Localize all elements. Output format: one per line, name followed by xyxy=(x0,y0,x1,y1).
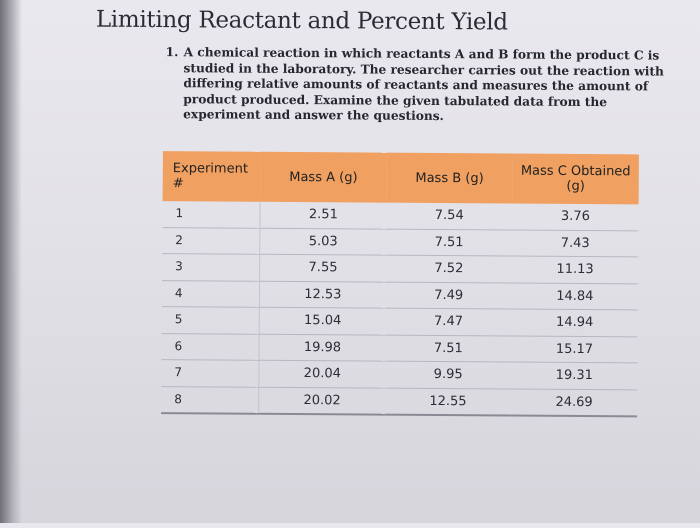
header-mass-a: Mass A (g) xyxy=(260,151,387,203)
cell-mass-a: 12.53 xyxy=(259,280,386,309)
cell-mass-a: 20.02 xyxy=(258,386,386,415)
experiment-number: 1 xyxy=(175,206,184,221)
table-row: 1 2.51 7.54 3.76 xyxy=(162,201,639,231)
experiment-number: 6 xyxy=(174,338,183,353)
cell-mass-b: 7.51 xyxy=(385,228,513,257)
cell-mass-a: 5.03 xyxy=(259,227,387,256)
table-header-row: Experiment # Mass A (g) Mass B (g) Mass … xyxy=(162,151,639,205)
cell-mass-c: 14.94 xyxy=(511,309,638,337)
experiment-number: 2 xyxy=(175,232,184,247)
cell-mass-b: 9.95 xyxy=(385,361,512,389)
cell-mass-a: 15.04 xyxy=(259,307,386,335)
cell-mass-a: 19.98 xyxy=(259,333,386,362)
data-table: Experiment # Mass A (g) Mass B (g) Mass … xyxy=(161,151,639,417)
table-row: 5 15.04 7.47 14.94 xyxy=(161,306,638,337)
page-edge-shadow xyxy=(0,0,22,523)
cell-mass-c: 14.84 xyxy=(511,282,639,310)
cell-mass-c: 15.17 xyxy=(511,335,638,363)
experiment-number: 4 xyxy=(174,285,183,300)
header-mass-c: Mass C Obtained (g) xyxy=(512,153,639,205)
table-row: 7 20.04 9.95 19.31 xyxy=(161,359,638,390)
header-experiment: Experiment # xyxy=(162,151,261,202)
cell-experiment: 6 xyxy=(161,333,260,361)
cell-mass-a: 20.04 xyxy=(258,360,386,388)
cell-mass-c: 11.13 xyxy=(511,256,639,284)
cell-experiment: 8 xyxy=(161,386,259,414)
experiment-number: 8 xyxy=(174,391,182,406)
cell-mass-b: 7.54 xyxy=(386,202,513,230)
cell-mass-b: 7.52 xyxy=(385,255,513,283)
page-title: Limiting Reactant and Percent Yield xyxy=(95,6,508,36)
cell-experiment: 1 xyxy=(162,201,261,228)
table-row: 4 12.53 7.49 14.84 xyxy=(161,280,639,310)
cell-mass-b: 7.49 xyxy=(385,281,512,310)
cell-experiment: 4 xyxy=(161,280,260,308)
cell-mass-a: 2.51 xyxy=(260,201,387,229)
worksheet-page: Limiting Reactant and Percent Yield 1. A… xyxy=(6,0,700,528)
experiment-number: 5 xyxy=(174,312,183,327)
experiment-number: 3 xyxy=(175,259,183,274)
cell-mass-c: 24.69 xyxy=(510,388,638,417)
cell-experiment: 3 xyxy=(162,253,260,281)
cell-mass-b: 12.55 xyxy=(384,387,512,416)
cell-mass-c: 3.76 xyxy=(512,203,639,231)
cell-mass-b: 7.51 xyxy=(385,334,512,363)
cell-mass-a: 7.55 xyxy=(259,254,386,282)
cell-mass-c: 19.31 xyxy=(511,362,638,390)
cell-mass-b: 7.47 xyxy=(385,308,512,336)
cell-experiment: 7 xyxy=(161,359,260,387)
cell-experiment: 2 xyxy=(162,227,261,255)
question-text: A chemical reaction in which reactants A… xyxy=(183,45,664,124)
table-row: 8 20.02 12.55 24.69 xyxy=(161,386,638,417)
cell-mass-c: 7.43 xyxy=(512,229,639,257)
table-row: 2 5.03 7.51 7.43 xyxy=(162,227,639,257)
table-row: 3 7.55 7.52 11.13 xyxy=(162,253,639,284)
question-1: 1. A chemical reaction in which reactant… xyxy=(165,45,668,126)
table-row: 6 19.98 7.51 15.17 xyxy=(161,333,638,363)
header-mass-b: Mass B (g) xyxy=(386,152,513,204)
question-number: 1. xyxy=(165,45,179,60)
experiment-number: 7 xyxy=(174,365,183,380)
cell-experiment: 5 xyxy=(161,306,260,334)
